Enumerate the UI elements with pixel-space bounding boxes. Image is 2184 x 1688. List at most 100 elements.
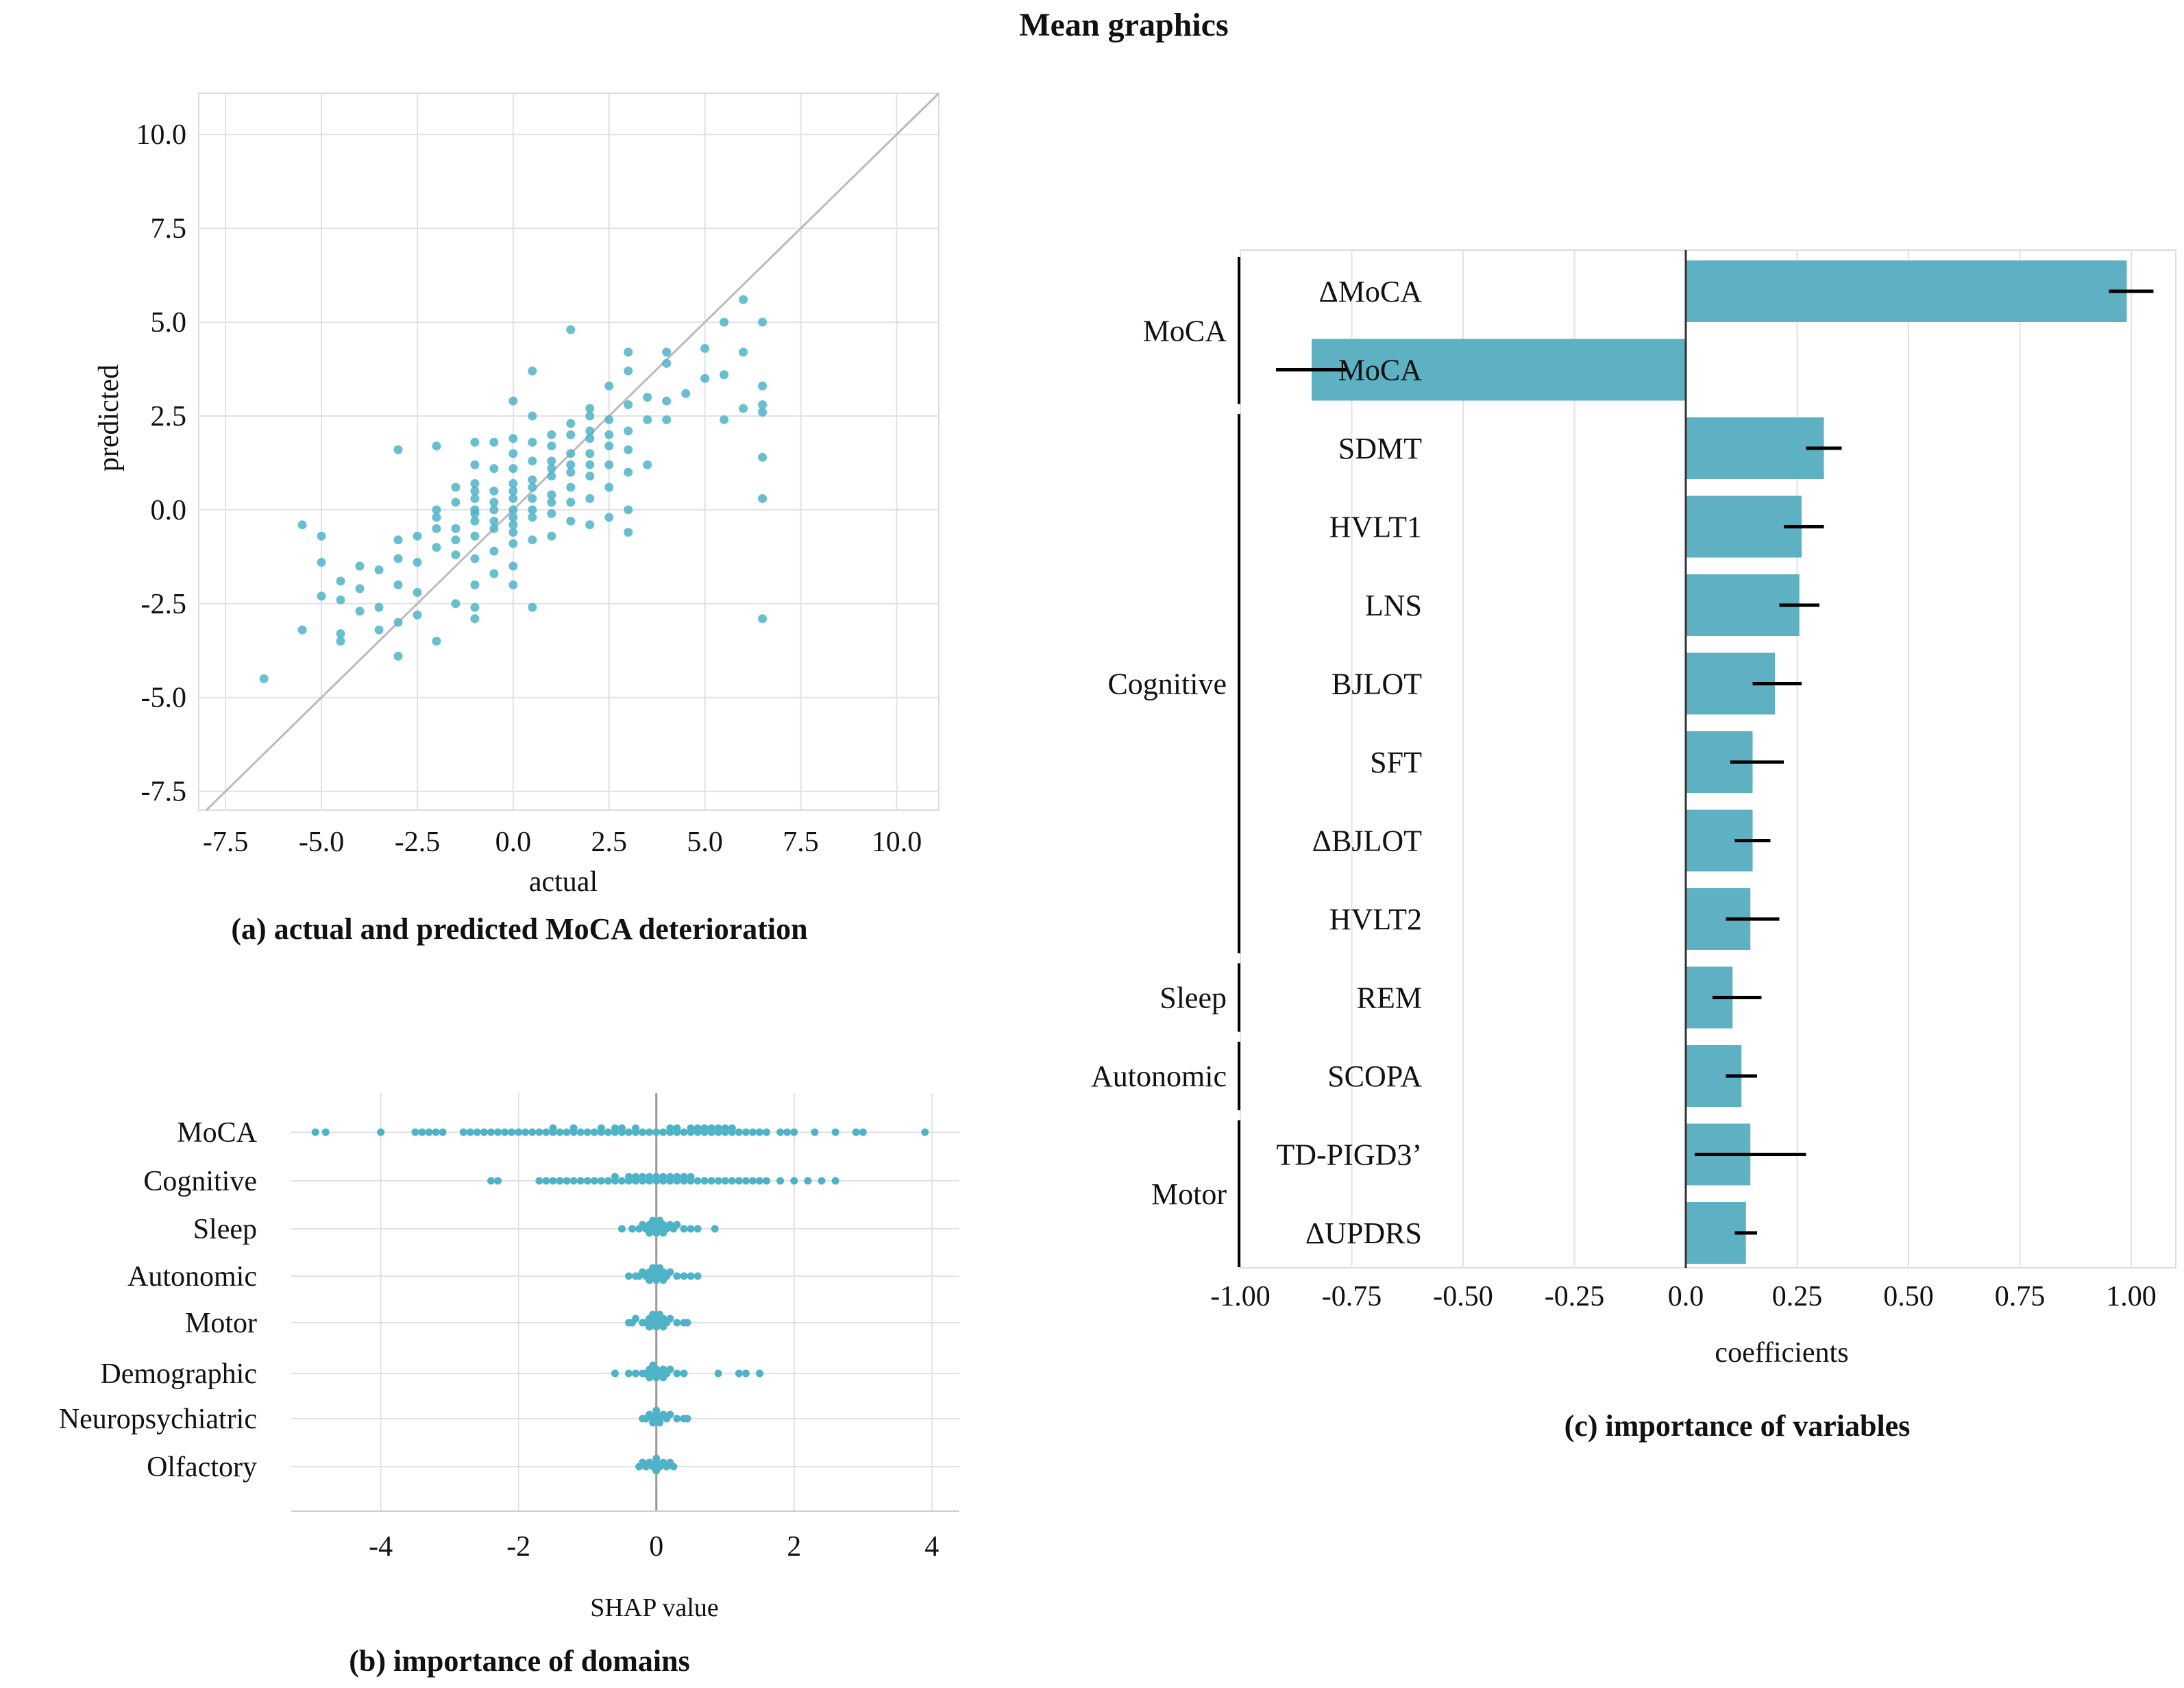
y-axis-label: predicted [93,365,125,472]
scatter-point [585,493,595,503]
group-label: Sleep [1160,981,1227,1015]
scatter-point [432,524,441,533]
scatter-point [528,411,537,421]
domain-label: Motor [185,1308,257,1339]
shap-point [604,1128,612,1136]
shap-point [714,1177,722,1185]
shap-point [680,1225,688,1233]
shap-point [741,1177,750,1185]
y-tick-label: -7.5 [141,776,187,808]
shap-point [515,1128,523,1136]
x-tick-label: -5.0 [299,827,345,858]
caption-b: (b) importance of domains [349,1644,689,1678]
x-tick-label: 1.00 [2106,1281,2157,1312]
variable-label: ΔMoCA [1318,275,1422,308]
shap-point [763,1128,771,1136]
shap-point [646,1173,654,1181]
variable-label: TD-PIGD3’ [1276,1138,1422,1172]
scatter-point [585,472,595,481]
y-tick-labels: -7.5 -5.0 -2.5 0.0 2.5 5.0 7.5 10.0 [136,119,187,807]
scatter-point [528,513,537,522]
scatter-point [470,531,480,541]
x-tick-labels: -1.00 -0.75 -0.50 -0.25 0.0 0.25 0.50 0.75 1.00 [1210,1281,2157,1312]
scatter-point [413,558,422,567]
shap-point [494,1177,502,1185]
group-label: MoCA [1143,314,1227,347]
variable-label: HVLT2 [1329,903,1422,936]
scatter-point [566,430,576,439]
scatter-point [566,482,576,492]
shap-point [656,1419,664,1427]
scatter-point [489,505,499,515]
shap-point [714,1369,722,1378]
scatter-point [393,617,403,627]
scatter-point [739,347,748,357]
shap-point [790,1177,798,1185]
shap-point [522,1128,530,1136]
x-tick-label: -0.25 [1545,1281,1605,1312]
variable-label: BJLOT [1332,668,1422,701]
shap-point [921,1128,929,1136]
domain-label: MoCA [177,1117,257,1149]
scatter-point [508,449,518,458]
scatter-point [566,460,576,469]
shap-point [528,1128,537,1136]
shap-point [818,1177,826,1185]
scatter-point [739,404,748,413]
shap-point [646,1276,654,1284]
shap-point [735,1177,743,1185]
scatter-point [528,366,537,376]
x-tick-label: 0.25 [1772,1281,1823,1312]
scatter-point [489,464,499,474]
shap-point [721,1124,729,1132]
scatter-point [585,520,595,530]
variable-label: SCOPA [1327,1060,1422,1093]
shap-point [611,1124,619,1132]
shap-point [741,1128,750,1136]
shap-point [639,1128,647,1136]
scatter-point [355,584,365,594]
domain-label: Demographic [100,1358,257,1390]
x-tick-label: 0 [649,1531,663,1563]
shap-point [776,1128,785,1136]
shap-point [632,1173,640,1181]
scatter-point [259,674,269,683]
shap-point [694,1124,702,1132]
shap-point [487,1177,495,1185]
figure-title: Mean graphics [1019,7,1228,43]
scatter-point [624,400,633,410]
shap-point [694,1177,702,1185]
shap-point [735,1369,743,1378]
scatter-point [681,389,691,398]
scatter-point [393,535,403,545]
scatter-point [528,602,537,612]
grid [291,1093,959,1511]
shap-point [649,1264,657,1272]
scatter-point [528,493,537,503]
shap-point [673,1415,681,1423]
scatter-point [297,625,307,635]
scatter-point [374,625,384,635]
x-tick-labels: -4 -2 0 2 4 [369,1531,939,1563]
shap-point [666,1268,674,1276]
scatter-point [604,460,614,469]
scatter-point [470,493,480,503]
shap-point [632,1369,640,1378]
scatter-point [508,464,518,474]
scatter-point [317,531,326,541]
shap-point [542,1128,550,1136]
shap-point [411,1128,419,1136]
scatter-point [451,482,461,492]
scatter-point [604,513,614,522]
scatter-point [451,524,461,533]
scatter-point [508,528,518,537]
shap-point [625,1173,633,1181]
shap-point [611,1369,619,1378]
domain-label: Neuropsychiatric [59,1404,257,1435]
scatter-point [393,651,403,661]
scatter-point [547,509,556,518]
scatter-point [508,539,518,548]
bar [1312,339,1686,401]
x-tick-label: -4 [369,1531,393,1563]
scatter-point [624,505,633,515]
